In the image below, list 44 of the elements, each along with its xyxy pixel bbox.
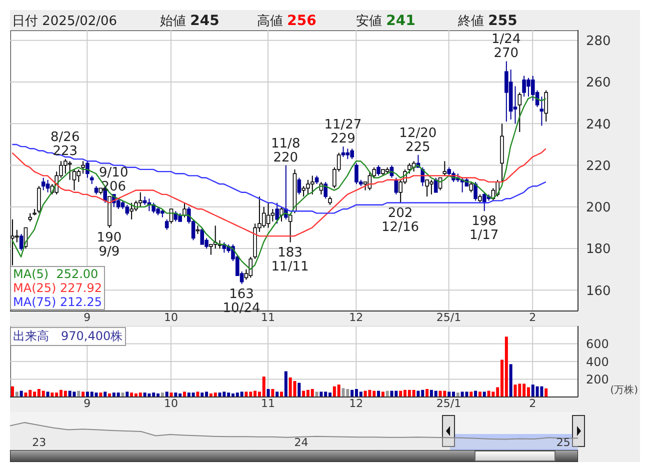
y-tick-label: 280 <box>586 34 611 50</box>
y-tick-label: 200 <box>586 372 609 387</box>
text: 始値 245 <box>160 12 220 30</box>
x-tick-label: 25 <box>556 436 570 449</box>
y-tick-label: 600 <box>586 337 609 352</box>
x-tick-label: 12 <box>349 311 364 324</box>
x-tick-label: 9 <box>84 397 91 410</box>
x-tick-label: 11 <box>260 311 275 324</box>
text: MA(75) 212.25 <box>13 295 102 309</box>
text: 高値 256 <box>257 12 316 30</box>
annotation: 11/8 220 <box>271 136 300 166</box>
text: MA(25) 227.92 <box>13 281 102 295</box>
annotation: 8/26 223 <box>50 130 80 160</box>
x-tick-label: 25/1 <box>436 311 462 324</box>
y-tick-label: 400 <box>586 354 609 369</box>
chart-title: 出来高 970,400株 <box>10 327 126 346</box>
y-axis-title: (万株) <box>610 384 638 397</box>
series-label: MA(5) 252.00 <box>13 267 100 281</box>
x-tick-label: 2 <box>529 311 536 324</box>
annotation: 183 11/11 <box>271 245 309 274</box>
text: 終値 255 <box>458 12 518 30</box>
x-tick-label: 12 <box>349 397 364 410</box>
y-tick-label: 240 <box>586 117 611 132</box>
annotation: 190 9/9 <box>96 230 122 260</box>
x-tick-label: 9 <box>84 311 91 324</box>
x-tick-label: 10 <box>164 311 178 324</box>
x-tick-label: 23 <box>32 436 46 449</box>
x-tick-label: 2 <box>529 397 536 410</box>
y-tick-label: 180 <box>586 242 611 258</box>
annotation: 202 12/16 <box>382 206 420 235</box>
y-tick-label: 220 <box>586 158 611 174</box>
x-tick-label: 25/1 <box>436 397 462 410</box>
text: 安値 241 <box>356 12 416 30</box>
text: 日付 2025/02/06 <box>12 13 118 30</box>
annotation: 11/27 229 <box>324 118 362 147</box>
y-tick-label: 260 <box>586 76 611 91</box>
x-tick-label: 10 <box>164 397 178 410</box>
annotation: 1/24 270 <box>492 32 521 62</box>
x-tick-label: 11 <box>260 397 275 410</box>
y-tick-label: 200 <box>586 200 611 216</box>
annotation: 198 1/17 <box>469 214 499 244</box>
annotation: 12/20 225 <box>399 126 437 155</box>
y-tick-label: 160 <box>586 284 611 299</box>
x-tick-label: 24 <box>294 436 308 449</box>
